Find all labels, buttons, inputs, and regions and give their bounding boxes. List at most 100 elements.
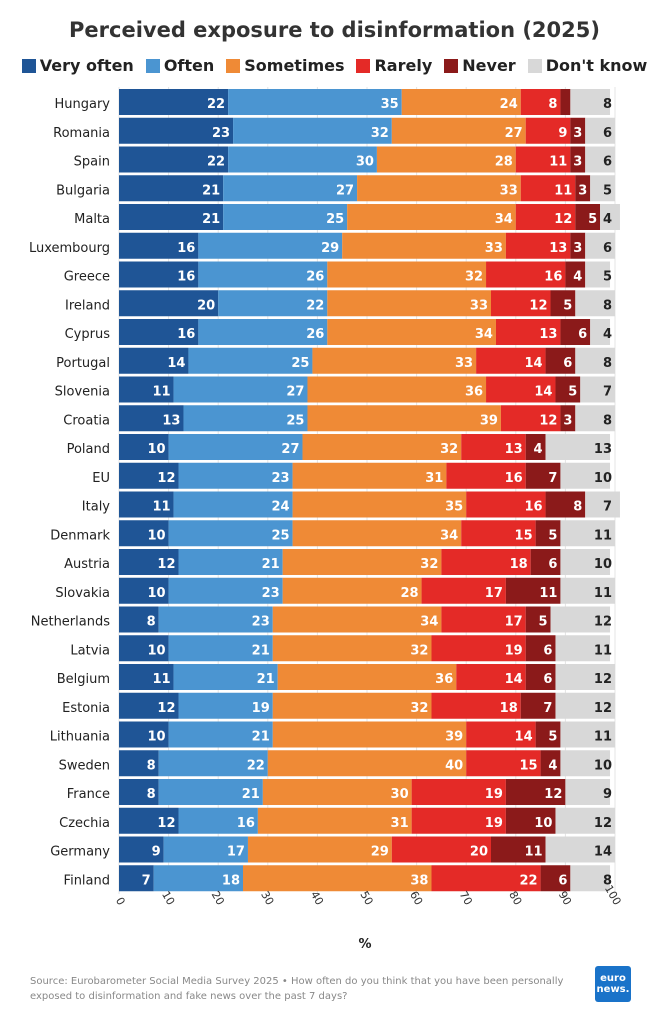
data-label: 28 [400, 586, 418, 601]
bar-segment [119, 577, 169, 604]
bar-segment [119, 175, 224, 202]
bar-segment [119, 779, 159, 805]
data-label: 14 [505, 672, 523, 687]
bar-segment [570, 232, 586, 259]
bar-segment [461, 520, 536, 547]
bar-segment [391, 117, 526, 144]
data-label: 17 [505, 615, 523, 630]
data-label: 10 [148, 442, 166, 457]
data-label: 8 [548, 97, 557, 112]
bar-segment [168, 635, 273, 662]
data-label: 16 [177, 270, 195, 285]
data-label: 5 [563, 298, 572, 313]
bar-segment [550, 606, 611, 633]
legend-item: Very often [21, 56, 134, 75]
bar-segment [272, 692, 432, 719]
data-label: 33 [485, 241, 503, 256]
bar-segment [347, 204, 516, 230]
bar-segment [500, 405, 561, 432]
logo-line-2: news. [596, 984, 630, 995]
bar-segment [119, 434, 169, 460]
bar-segment [585, 146, 615, 173]
data-label: 30 [356, 155, 374, 170]
data-label: 22 [520, 873, 538, 888]
data-label: 11 [524, 845, 542, 860]
legend-swatch [21, 58, 36, 73]
bar-segment [486, 261, 566, 288]
bar-segment [198, 261, 328, 288]
data-label: 3 [573, 126, 582, 141]
bar-segment [327, 319, 496, 345]
data-label: 7 [543, 701, 552, 716]
data-label: 10 [148, 528, 166, 543]
data-label: 22 [207, 97, 225, 112]
bar-segment [411, 779, 506, 805]
data-label: 18 [222, 873, 240, 888]
data-label: 6 [578, 327, 587, 342]
data-label: 23 [272, 471, 290, 486]
bar-segment [247, 836, 392, 863]
data-label: 31 [391, 816, 409, 831]
bar-segment [119, 664, 174, 690]
data-label: 9 [558, 126, 567, 141]
data-label: 36 [465, 385, 483, 400]
data-label: 34 [495, 212, 513, 227]
bar-segment [198, 319, 328, 345]
bar-segment [555, 664, 615, 690]
bar-segment [228, 89, 402, 115]
legend-item: Don't know [527, 56, 647, 75]
bar-segment [590, 175, 615, 202]
bar-segment [272, 606, 442, 633]
x-tick-label: 60 [407, 889, 425, 908]
data-label: 10 [148, 643, 166, 658]
logo-line-1: euro [600, 973, 626, 984]
data-label: 20 [197, 298, 215, 313]
legend-swatch [527, 58, 542, 73]
bar-segment [119, 721, 169, 748]
data-label: 29 [321, 241, 339, 256]
bar-segment [119, 347, 189, 374]
x-tick-label: 0 [113, 895, 128, 908]
bar-segment [555, 692, 615, 719]
data-label: 22 [207, 155, 225, 170]
bar-segment [233, 117, 392, 144]
bar-segment [530, 549, 561, 575]
data-label: 8 [603, 873, 612, 888]
bar-segment [119, 549, 179, 575]
data-label: 31 [425, 471, 443, 486]
data-label: 5 [538, 615, 547, 630]
bar-segment [495, 319, 561, 345]
bar-segment [218, 290, 328, 317]
data-label: 12 [157, 701, 175, 716]
bar-segment [486, 376, 556, 403]
data-label: 34 [420, 615, 438, 630]
data-label: 10 [594, 471, 612, 486]
x-axis-label: % [358, 937, 371, 952]
data-label: 22 [306, 298, 324, 313]
bar-segment [277, 664, 457, 690]
data-label: 8 [603, 356, 612, 371]
category-label: Germany [50, 845, 110, 860]
data-label: 4 [573, 270, 582, 285]
bar-segment [560, 721, 615, 748]
category-label: Croatia [63, 413, 110, 428]
bar-segment [456, 664, 526, 690]
data-label: 16 [177, 327, 195, 342]
bar-segment [119, 865, 154, 892]
data-label: 16 [237, 816, 255, 831]
bar-segment [158, 606, 273, 633]
category-label: EU [92, 471, 110, 486]
data-label: 17 [227, 845, 245, 860]
legend-swatch [145, 58, 160, 73]
data-label: 25 [286, 413, 304, 428]
bar-segment [267, 750, 467, 777]
bar-segment [535, 520, 561, 547]
bar-segment [585, 261, 611, 288]
data-label: 13 [549, 241, 567, 256]
bar-segment [178, 462, 293, 489]
data-label: 6 [603, 126, 612, 141]
data-label: 13 [505, 442, 523, 457]
source-note: Source: Eurobarometer Social Media Surve… [30, 976, 564, 1002]
category-label: Slovakia [55, 586, 110, 601]
